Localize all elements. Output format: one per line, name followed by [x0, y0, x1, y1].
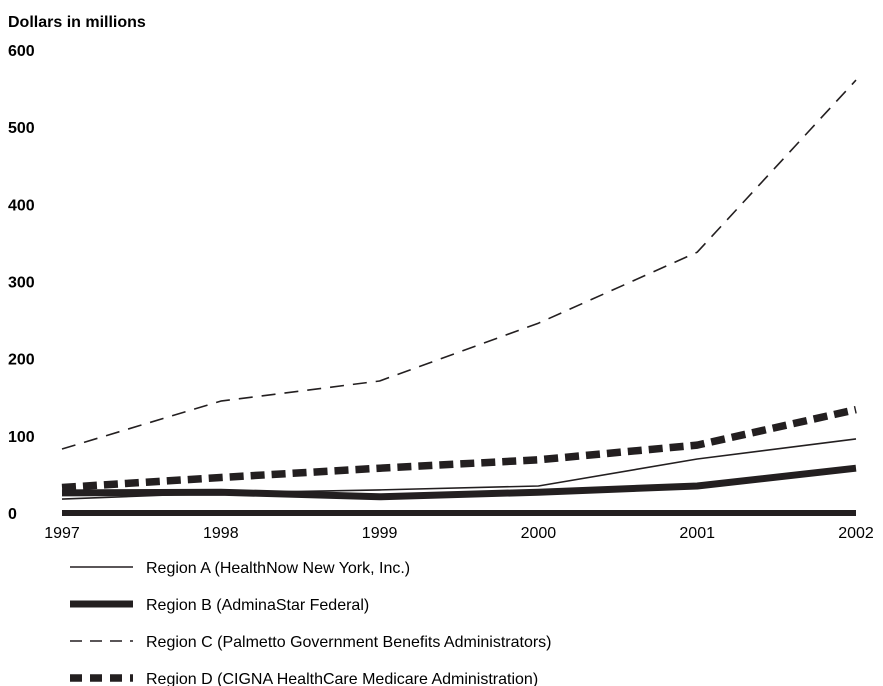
- x-tick-label: 2001: [679, 525, 715, 542]
- x-tick-label: 2000: [521, 525, 557, 542]
- y-tick-label: 300: [8, 275, 35, 292]
- x-tick-label: 1999: [362, 525, 398, 542]
- legend: Region A (HealthNow New York, Inc.) Regio…: [70, 560, 552, 686]
- y-tick-label: 200: [8, 352, 35, 369]
- y-axis-label: Dollars in millions: [8, 14, 146, 31]
- series-line-3: [61, 79, 857, 450]
- x-tick-label: 1998: [203, 525, 239, 542]
- y-tick-label: 0: [8, 506, 17, 523]
- x-tick-label: 2002: [838, 525, 874, 542]
- x-tick-label: 1997: [44, 525, 80, 542]
- legend-label: Region C (Palmetto Government Benefits A…: [146, 634, 552, 651]
- y-tick-label: 100: [8, 429, 35, 446]
- legend-label: Region A (HealthNow New York, Inc.): [146, 560, 410, 577]
- series-line-2: [61, 464, 857, 501]
- y-tick-label: 500: [8, 120, 35, 137]
- y-tick-label: 600: [8, 43, 35, 60]
- legend-item: Region C (Palmetto Government Benefits A…: [70, 634, 552, 651]
- legend-label: Region D (CIGNA HealthCare Medicare Admi…: [146, 671, 538, 686]
- legend-item: Region D (CIGNA HealthCare Medicare Admi…: [70, 671, 538, 686]
- x-axis-ticks: 1997 1998 1999 2000 2001 2002: [44, 525, 874, 542]
- y-tick-label: 400: [8, 197, 35, 214]
- legend-item: Region A (HealthNow New York, Inc.): [70, 560, 410, 577]
- y-axis-ticks: 0 100 200 300 400 500 600: [8, 43, 35, 523]
- legend-item: Region B (AdminaStar Federal): [70, 597, 369, 614]
- legend-label: Region B (AdminaStar Federal): [146, 597, 369, 614]
- series-lines: [61, 79, 857, 501]
- series-line-4: [61, 405, 857, 492]
